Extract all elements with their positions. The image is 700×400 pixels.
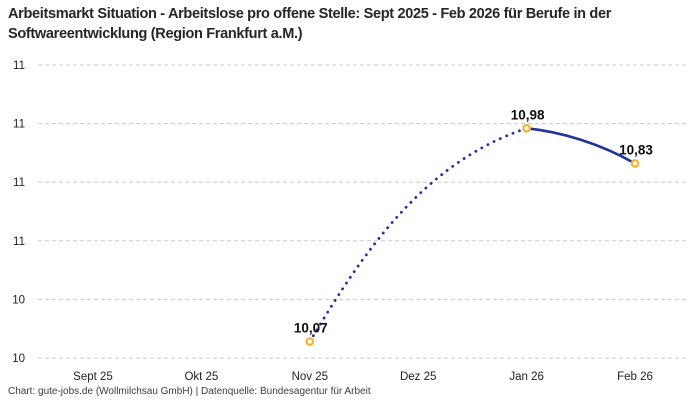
x-axis-tick-label: Okt 25: [184, 371, 218, 383]
y-axis-tick-label: 11: [13, 177, 25, 189]
data-point-value-label: 10,83: [619, 142, 653, 157]
x-axis-tick-label: Nov 25: [292, 371, 328, 383]
data-point-marker: [522, 123, 531, 133]
y-axis-tick-label: 10: [12, 294, 25, 306]
y-axis-tick-label: 11: [13, 60, 25, 72]
series-segment-dotted: [308, 126, 528, 343]
x-axis-tick-label: Sept 25: [73, 371, 113, 383]
chart-attribution: Chart: gute-jobs.de (Wollmilchsau GmbH) …: [8, 386, 371, 397]
data-point-value-label: 10,07: [294, 321, 328, 336]
chart-title: Arbeitsmarkt Situation - Arbeitslose pro…: [8, 5, 612, 43]
x-axis-tick-label: Jan 26: [509, 371, 544, 383]
y-axis-tick-label: 11: [13, 119, 25, 131]
y-axis-tick-label: 10: [12, 353, 25, 365]
x-axis-tick-label: Dez 25: [400, 371, 436, 383]
data-point-marker: [630, 159, 640, 168]
data-point-marker: [305, 337, 315, 346]
x-axis-tick-label: Feb 26: [617, 371, 653, 383]
series-segment-solid: [526, 126, 636, 165]
y-axis-tick-label: 11: [13, 236, 25, 248]
data-point-value-label: 10,98: [511, 107, 545, 122]
